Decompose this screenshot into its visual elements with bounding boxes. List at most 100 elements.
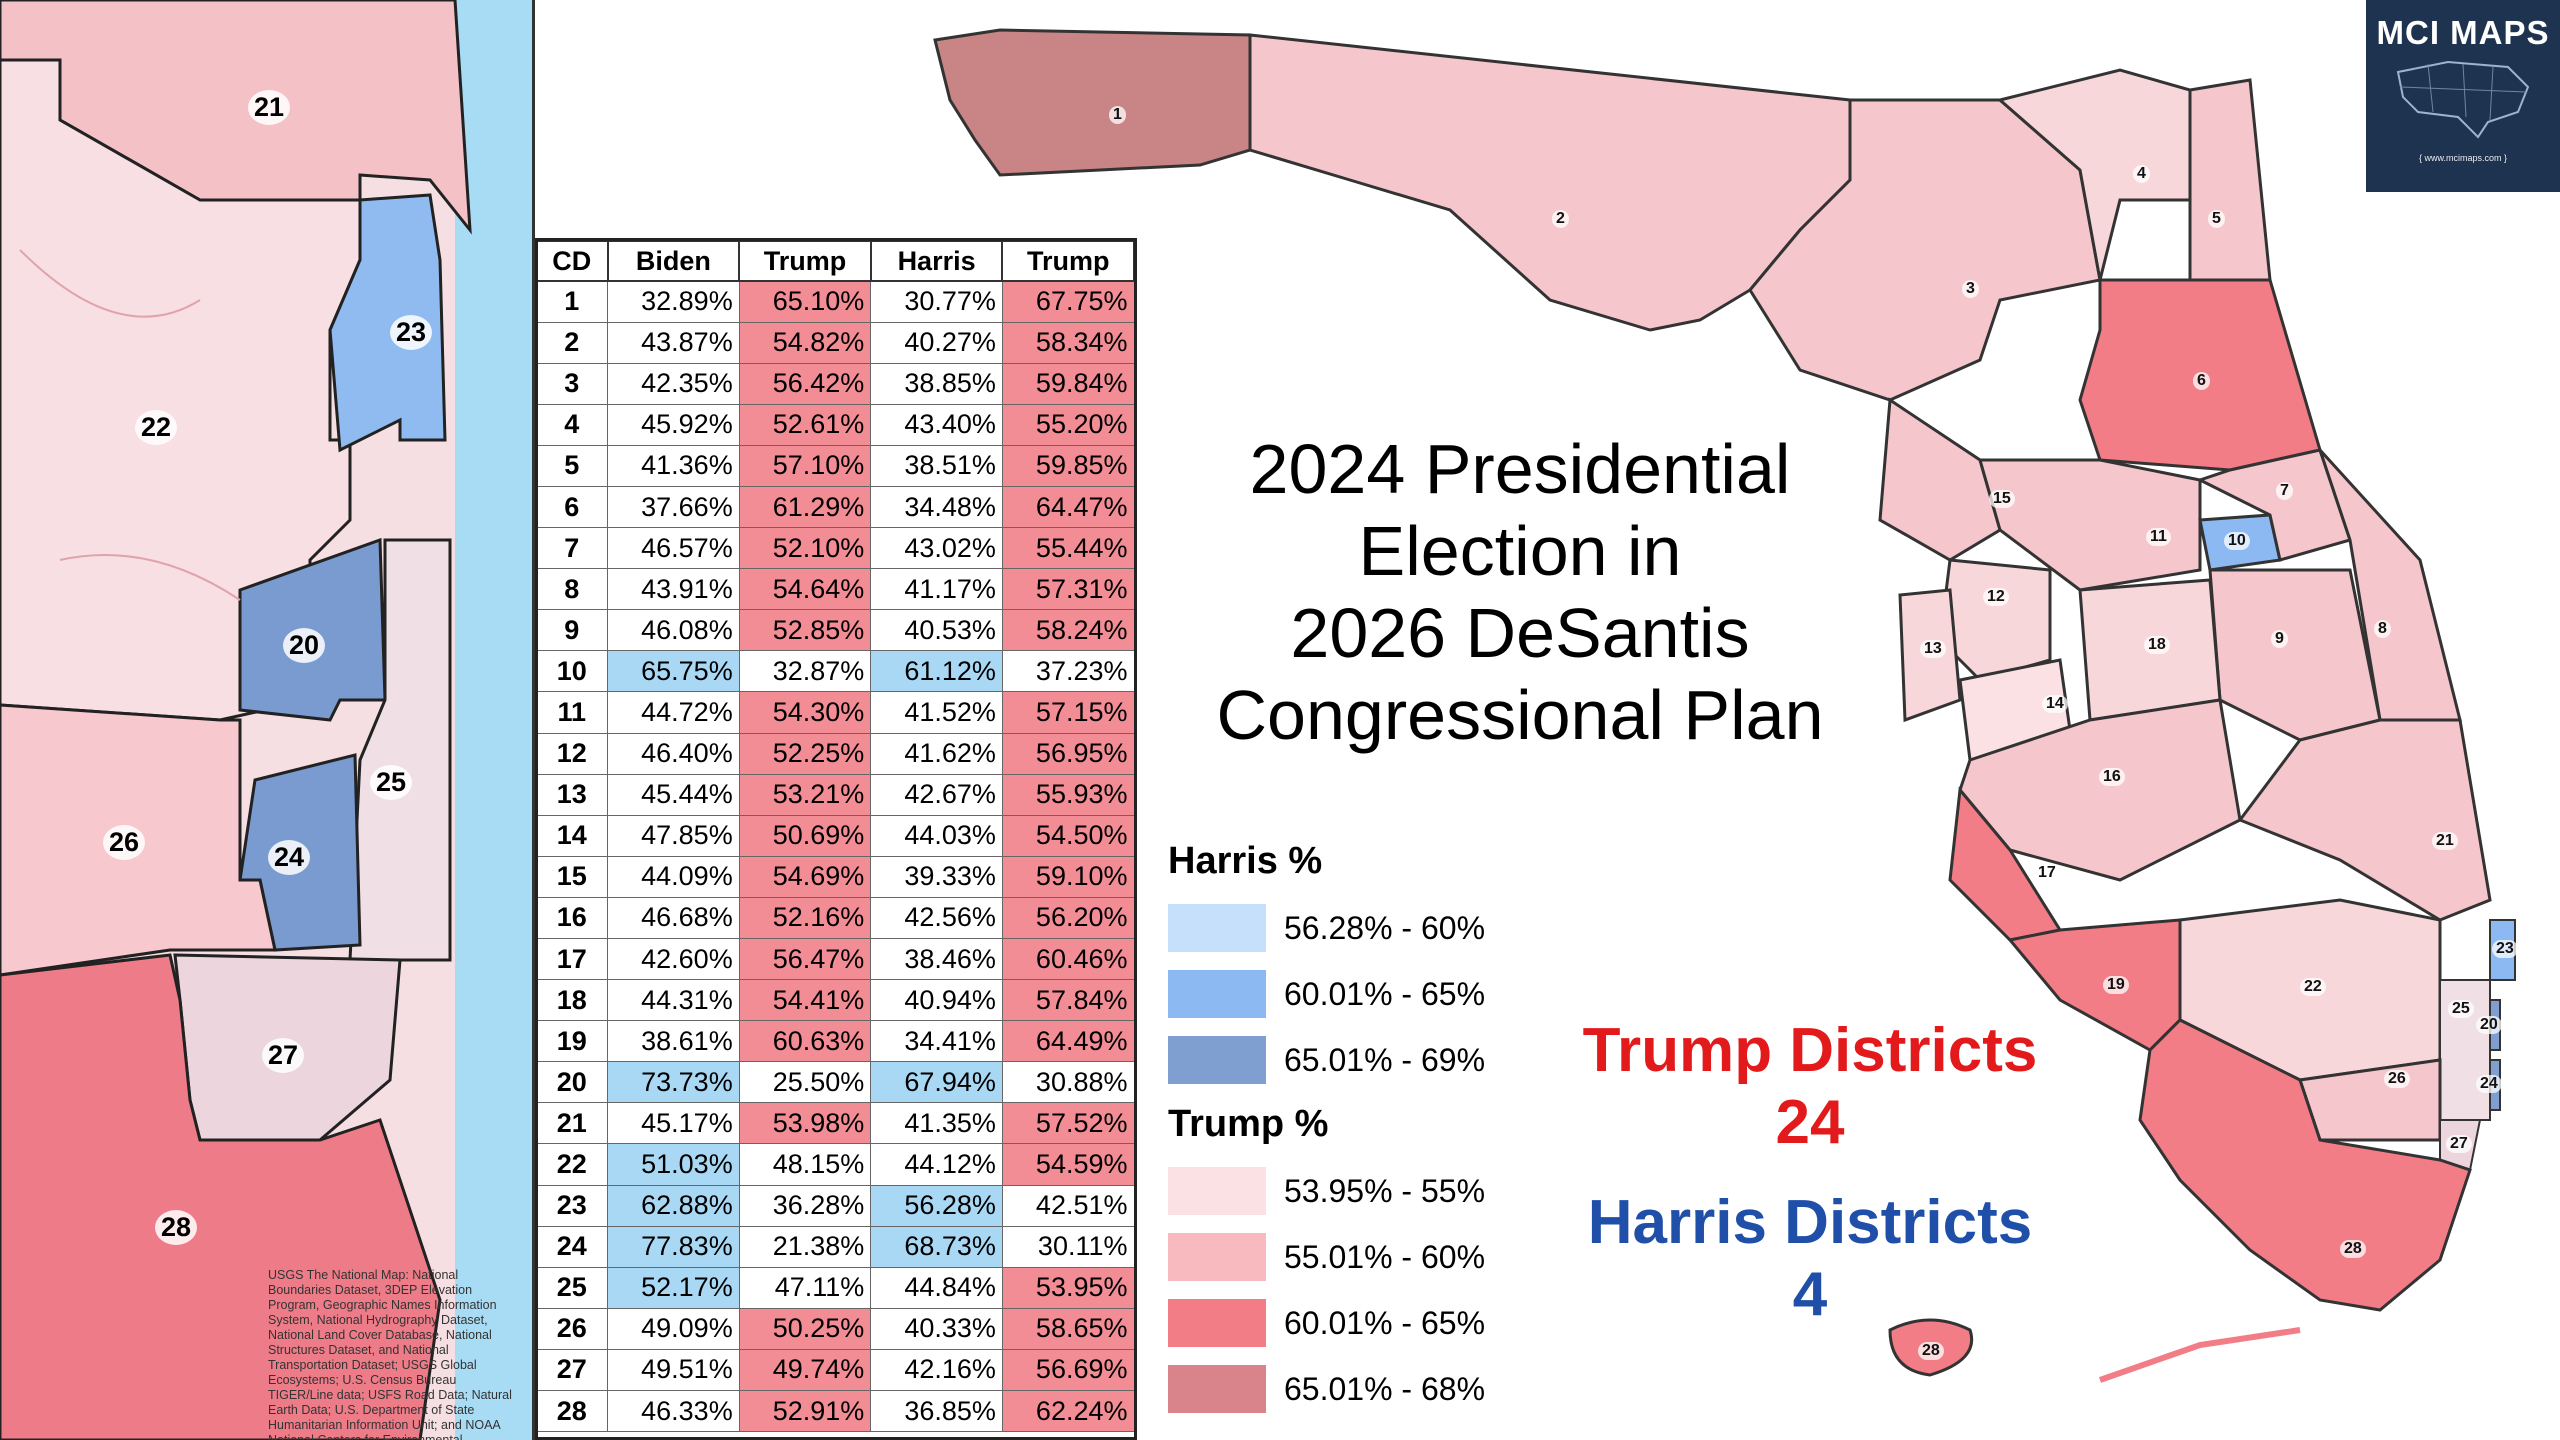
- map-label-21: 21: [2432, 832, 2458, 850]
- cell-harris: 61.12%: [870, 650, 1003, 693]
- cell-cd: 27: [535, 1348, 609, 1392]
- table-row: 10 65.75% 32.87% 61.12% 37.23%: [535, 650, 1135, 693]
- cell-trump-2024: 57.31%: [1001, 568, 1135, 611]
- map-label-17: 17: [2034, 864, 2060, 882]
- cell-biden: 47.85%: [607, 814, 740, 857]
- table-header-row: CD Biden Trump Harris Trump: [535, 240, 1135, 282]
- cell-cd: 12: [535, 732, 609, 775]
- cell-trump-2020: 52.85%: [738, 609, 872, 652]
- cell-trump-2024: 60.46%: [1001, 937, 1135, 981]
- cell-harris: 34.41%: [870, 1020, 1003, 1063]
- cell-cd: 19: [535, 1020, 609, 1063]
- map-label-2: 2: [1552, 210, 1569, 228]
- cell-trump-2020: 54.30%: [738, 691, 872, 734]
- cell-trump-2024: 67.75%: [1001, 280, 1135, 323]
- cell-biden: 38.61%: [607, 1020, 740, 1063]
- cell-trump-2020: 52.61%: [738, 403, 872, 446]
- cell-biden: 44.31%: [607, 979, 740, 1022]
- cell-trump-2020: 57.10%: [738, 444, 872, 487]
- trump-legend-row: 55.01% - 60%: [1168, 1224, 1548, 1290]
- harris-legend-swatch: [1168, 970, 1266, 1018]
- table-row: 22 51.03% 48.15% 44.12% 54.59%: [535, 1143, 1135, 1186]
- harris-legend-row: 56.28% - 60%: [1168, 895, 1548, 961]
- harris-legend-label: 65.01% - 69%: [1284, 1041, 1486, 1078]
- district-counts: Trump Districts 24 Harris Districts 4: [1545, 1015, 2075, 1359]
- cell-cd: 13: [535, 773, 609, 816]
- inset-map-svg: [0, 0, 532, 1440]
- cell-trump-2020: 21.38%: [738, 1225, 872, 1268]
- table-row: 23 62.88% 36.28% 56.28% 42.51%: [535, 1184, 1135, 1227]
- trump-legend-swatch: [1168, 1233, 1266, 1281]
- cell-harris: 41.35%: [870, 1102, 1003, 1145]
- legend-harris-bins: 56.28% - 60% 60.01% - 65% 65.01% - 69%: [1168, 895, 1548, 1093]
- cell-biden: 43.91%: [607, 568, 740, 611]
- cell-cd: 20: [535, 1061, 609, 1104]
- cell-trump-2020: 56.47%: [738, 937, 872, 981]
- trump-legend-row: 53.95% - 55%: [1168, 1158, 1548, 1224]
- harris-districts-label: Harris Districts: [1587, 1188, 2033, 1257]
- map-label-10: 10: [2224, 532, 2250, 550]
- trump-legend-label: 53.95% - 55%: [1284, 1172, 1486, 1209]
- cell-harris: 40.27%: [870, 321, 1003, 364]
- map-label-18: 18: [2144, 636, 2170, 654]
- table-row: 13 45.44% 53.21% 42.67% 55.93%: [535, 773, 1135, 816]
- cell-trump-2020: 52.10%: [738, 527, 872, 570]
- harris-legend-swatch: [1168, 904, 1266, 952]
- cell-cd: 24: [535, 1225, 609, 1268]
- cell-trump-2020: 53.98%: [738, 1102, 872, 1145]
- table-row: 3 42.35% 56.42% 38.85% 59.84%: [535, 362, 1135, 405]
- cell-trump-2024: 56.20%: [1001, 896, 1135, 940]
- cell-harris: 56.28%: [870, 1184, 1003, 1227]
- cell-biden: 45.17%: [607, 1102, 740, 1145]
- table-row: 17 42.60% 56.47% 38.46% 60.46%: [535, 937, 1135, 981]
- harris-legend-row: 60.01% - 65%: [1168, 961, 1548, 1027]
- logo-title: MCI MAPS: [2376, 14, 2550, 51]
- cell-biden: 52.17%: [607, 1266, 740, 1309]
- map-label-23: 23: [2492, 940, 2518, 958]
- inset-road: [59, 554, 241, 601]
- legend-trump-title: Trump %: [1168, 1103, 1329, 1145]
- cell-harris: 68.73%: [870, 1225, 1003, 1268]
- cell-biden: 49.09%: [607, 1307, 740, 1350]
- results-table: CD Biden Trump Harris Trump 1 32.89% 65.10…: [535, 240, 1135, 1433]
- cell-biden: 37.66%: [607, 485, 740, 529]
- cell-cd: 18: [535, 979, 609, 1022]
- cell-biden: 65.75%: [607, 650, 740, 693]
- cell-trump-2024: 57.15%: [1001, 691, 1135, 734]
- inset-label-23: 23: [390, 315, 433, 350]
- cell-harris: 41.62%: [870, 732, 1003, 775]
- cell-cd: 11: [535, 691, 609, 734]
- col-header-biden: Biden: [606, 240, 741, 282]
- cell-cd: 6: [535, 485, 609, 529]
- cell-trump-2020: 36.28%: [738, 1184, 872, 1227]
- cell-harris: 42.56%: [870, 896, 1003, 940]
- map-label-13: 13: [1920, 640, 1946, 658]
- harris-legend-row: 65.01% - 69%: [1168, 1027, 1548, 1093]
- cell-cd: 2: [535, 321, 609, 364]
- cell-trump-2024: 54.50%: [1001, 814, 1135, 857]
- inset-ocean: [455, 0, 532, 1440]
- cell-trump-2024: 54.59%: [1001, 1143, 1135, 1186]
- map-label-26: 26: [2384, 1070, 2410, 1088]
- map-label-5: 5: [2208, 210, 2225, 228]
- inset-label-26: 26: [103, 825, 146, 860]
- table-row: 1 32.89% 65.10% 30.77% 67.75%: [535, 280, 1135, 323]
- cell-trump-2024: 56.95%: [1001, 732, 1135, 775]
- cell-cd: 1: [535, 280, 609, 323]
- cell-harris: 44.12%: [870, 1143, 1003, 1186]
- table-row: 24 77.83% 21.38% 68.73% 30.11%: [535, 1225, 1135, 1268]
- cell-harris: 38.51%: [870, 444, 1003, 487]
- cell-trump-2020: 54.41%: [738, 979, 872, 1022]
- cell-biden: 46.68%: [607, 896, 740, 940]
- cell-trump-2024: 59.84%: [1001, 362, 1135, 405]
- trump-legend-label: 55.01% - 60%: [1284, 1238, 1486, 1275]
- map-label-15: 15: [1989, 490, 2015, 508]
- cell-trump-2024: 55.44%: [1001, 527, 1135, 570]
- table-row: 16 46.68% 52.16% 42.56% 56.20%: [535, 896, 1135, 940]
- cell-harris: 38.85%: [870, 362, 1003, 405]
- table-row: 9 46.08% 52.85% 40.53% 58.24%: [535, 609, 1135, 652]
- cell-biden: 49.51%: [607, 1348, 740, 1392]
- cell-harris: 42.16%: [870, 1348, 1003, 1392]
- cell-cd: 16: [535, 896, 609, 940]
- table-row: 5 41.36% 57.10% 38.51% 59.85%: [535, 444, 1135, 487]
